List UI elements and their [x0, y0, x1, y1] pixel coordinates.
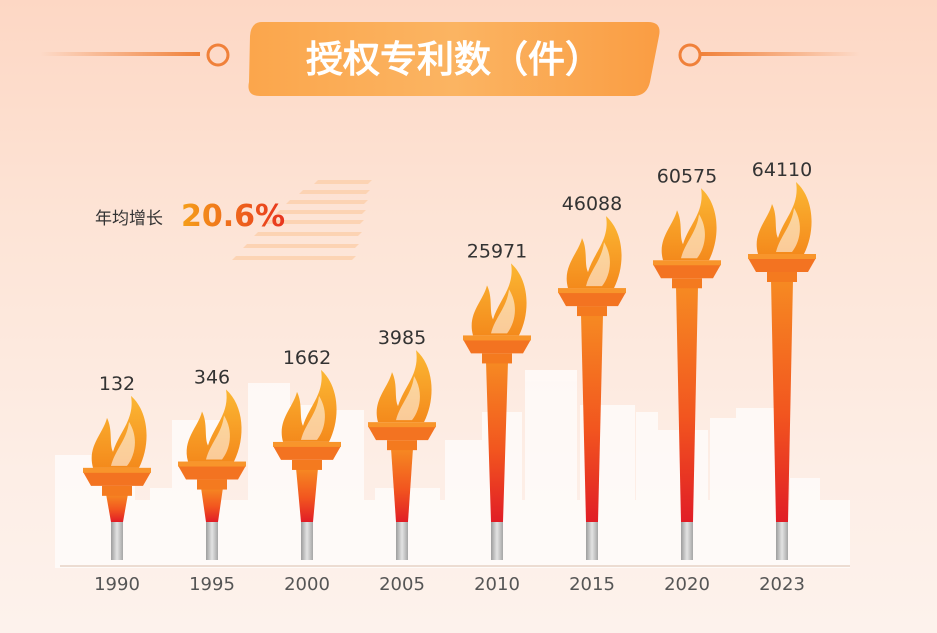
torch-body	[581, 314, 603, 522]
value-label-2023: 64110	[752, 159, 812, 181]
torch-bar-2020	[653, 188, 721, 560]
title-dot-left	[206, 43, 230, 67]
value-label-2010: 25971	[467, 240, 527, 262]
torch-body	[201, 487, 223, 522]
value-label-2020: 60575	[657, 165, 717, 187]
torch-cup	[83, 471, 151, 486]
torch-cup	[273, 445, 341, 460]
torch-rim	[748, 254, 816, 259]
chart-bars: 132 1990 346 1995 1662 2000 3985 2005 25971 2010 4…	[83, 159, 816, 595]
torch-bar-1995	[178, 389, 246, 560]
torch-rim	[83, 467, 151, 473]
title-line-right	[700, 52, 860, 56]
category-label-1995: 1995	[189, 574, 235, 595]
city-skyline-decoration	[55, 370, 850, 568]
torch-bar-2010	[463, 263, 531, 560]
title-banner	[248, 22, 660, 96]
title-line-left	[40, 52, 200, 56]
category-label-2023: 2023	[759, 574, 805, 595]
growth-speed-lines	[232, 180, 372, 260]
torch-handle	[681, 522, 693, 560]
torch-body	[676, 286, 698, 522]
torch-collar	[197, 479, 227, 490]
torch-cup	[463, 339, 531, 354]
torch-collar	[102, 485, 132, 496]
torch-handle	[491, 522, 503, 560]
value-label-2005: 3985	[378, 327, 426, 349]
torch-handle	[586, 522, 598, 560]
torch-collar	[292, 459, 322, 470]
torch-bar-1990	[83, 395, 151, 560]
torch-collar	[387, 440, 417, 451]
category-label-2000: 2000	[284, 574, 330, 595]
torch-handle	[206, 522, 218, 560]
torch-flame-highlight	[491, 289, 515, 334]
torch-flame-highlight	[776, 208, 800, 252]
torch-bar-2023	[748, 182, 816, 560]
torch-bar-2015	[558, 216, 626, 560]
chart-title: 授权专利数（件）	[306, 38, 602, 81]
torch-body	[771, 280, 793, 522]
torch-flame-highlight	[396, 376, 420, 421]
value-label-2015: 46088	[562, 193, 622, 215]
value-label-2000: 1662	[283, 347, 331, 369]
torch-handle	[776, 522, 788, 560]
title-dot-right	[678, 43, 702, 67]
torch-handle	[111, 522, 123, 560]
growth-annotation: 年均增长 20.6%	[95, 180, 372, 260]
torch-bar-2005	[368, 350, 436, 560]
torch-flame-highlight	[206, 415, 230, 460]
torch-rim	[178, 461, 246, 467]
torch-body	[106, 493, 128, 522]
torch-rim	[558, 288, 626, 294]
growth-label: 年均增长	[95, 209, 163, 229]
torch-cup	[178, 465, 246, 480]
value-label-1990: 132	[99, 373, 135, 395]
torch-collar	[577, 306, 607, 317]
torch-collar	[767, 272, 797, 282]
category-label-1990: 1990	[94, 574, 140, 595]
torch-flame-highlight	[301, 395, 325, 440]
torch-cup	[558, 292, 626, 307]
torch-handle	[301, 522, 313, 560]
chart-title-group: 授权专利数（件）	[40, 22, 860, 96]
torch-flame-highlight	[586, 242, 610, 287]
torch-collar	[672, 278, 702, 289]
value-label-1995: 346	[194, 367, 230, 389]
torch-collar	[482, 353, 512, 364]
torch-cup	[653, 264, 721, 279]
category-label-2010: 2010	[474, 574, 520, 595]
torch-body	[391, 448, 413, 522]
torch-rim	[463, 335, 531, 341]
torch-flame-highlight	[111, 421, 135, 466]
torch-body	[296, 467, 318, 522]
category-label-2005: 2005	[379, 574, 425, 595]
category-label-2020: 2020	[664, 574, 710, 595]
category-label-2015: 2015	[569, 574, 615, 595]
torch-rim	[368, 422, 436, 428]
growth-value: 20.6%	[181, 199, 285, 234]
torch-cup	[748, 258, 816, 272]
torch-rim	[653, 260, 721, 266]
torch-cup	[368, 426, 436, 441]
torch-body	[486, 361, 508, 522]
torch-rim	[273, 441, 341, 447]
torch-bar-2000	[273, 369, 341, 560]
torch-flame-highlight	[681, 214, 705, 259]
torch-handle	[396, 522, 408, 560]
